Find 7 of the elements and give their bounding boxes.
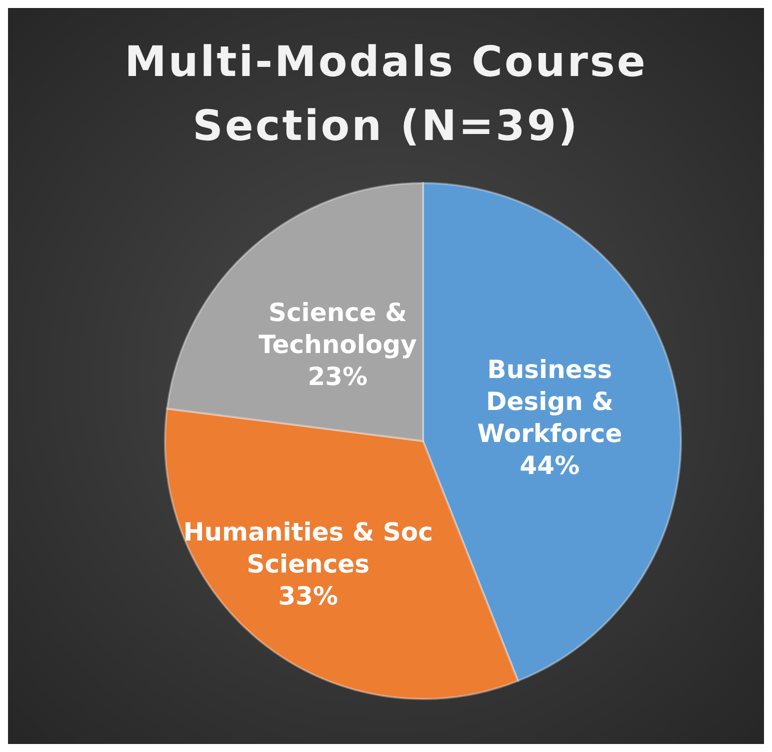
chart-title: Multi-Modals Course Section (N=39) [124,36,648,152]
data-label: 44% [520,450,580,480]
slice-label: Business Design & Workforce [477,354,622,448]
slice-label: Humanities & Soc Sciences [183,516,433,578]
slice-label: Science & Technology [258,298,417,359]
data-label: 33% [278,580,338,610]
data-label: 23% [308,362,368,391]
